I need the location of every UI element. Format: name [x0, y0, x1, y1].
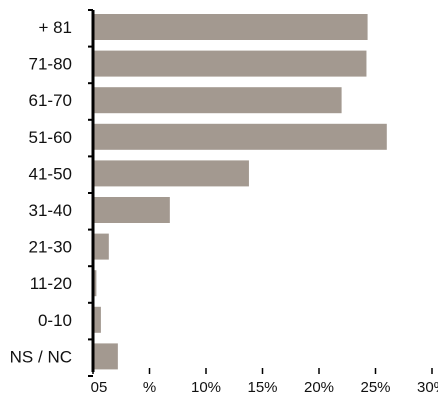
- category-labels: + 81 71-80 61-70 51-60 41-50 31-40 21-30 11-20 0…: [10, 18, 72, 366]
- x-tick-label: 30%: [417, 379, 438, 396]
- category-label: 71-80: [29, 55, 72, 74]
- bar-7: [93, 270, 97, 297]
- category-label: + 81: [38, 18, 72, 37]
- bar-6: [93, 233, 109, 260]
- bar-5: [93, 197, 170, 223]
- bar-9: [93, 343, 118, 370]
- bar-0: [93, 14, 368, 40]
- x-tick-label: 15%: [247, 379, 277, 396]
- bar-4: [93, 160, 249, 187]
- x-tick-label: 20%: [304, 379, 334, 396]
- category-label: 21-30: [29, 238, 72, 257]
- x-tick-label: 10%: [191, 379, 221, 396]
- category-label: 31-40: [29, 201, 72, 220]
- bar-1: [93, 50, 367, 77]
- category-label: 51-60: [29, 128, 72, 147]
- x-tick-label: 25%: [360, 379, 390, 396]
- bar-8: [93, 306, 101, 333]
- category-label: 11-20: [30, 274, 72, 293]
- category-label: 0-10: [38, 311, 72, 330]
- x-tick-label: %: [143, 379, 156, 396]
- category-label: 61-70: [29, 91, 72, 110]
- bar-3: [93, 123, 387, 150]
- x-tick-labels: 05% 10% 15% 20% 25% 30%: [91, 379, 438, 396]
- axes: [88, 9, 433, 377]
- bars-layer: [93, 14, 387, 370]
- bar-2: [93, 87, 342, 114]
- x-tick-label: 05: [91, 379, 108, 396]
- category-label: NS / NC: [10, 347, 72, 366]
- category-label: 41-50: [29, 164, 72, 183]
